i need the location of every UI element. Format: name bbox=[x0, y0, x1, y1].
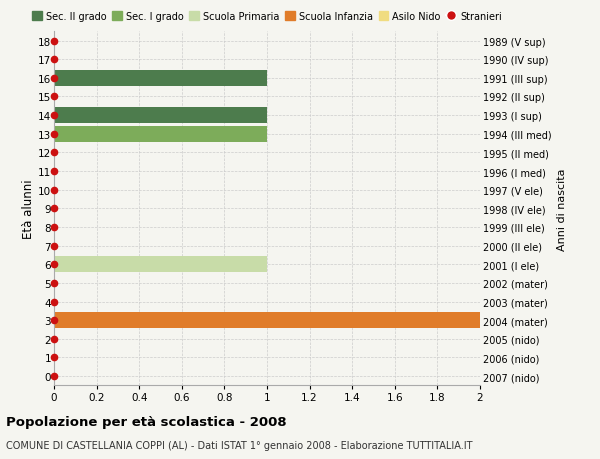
Bar bbox=[54, 313, 480, 328]
Y-axis label: Età alunni: Età alunni bbox=[22, 179, 35, 239]
Bar bbox=[54, 127, 267, 142]
Bar bbox=[54, 108, 267, 124]
Bar bbox=[54, 257, 267, 273]
Bar bbox=[54, 71, 267, 87]
Text: Popolazione per età scolastica - 2008: Popolazione per età scolastica - 2008 bbox=[6, 415, 287, 428]
Legend: Sec. II grado, Sec. I grado, Scuola Primaria, Scuola Infanzia, Asilo Nido, Stran: Sec. II grado, Sec. I grado, Scuola Prim… bbox=[30, 10, 504, 24]
Text: COMUNE DI CASTELLANIA COPPI (AL) - Dati ISTAT 1° gennaio 2008 - Elaborazione TUT: COMUNE DI CASTELLANIA COPPI (AL) - Dati … bbox=[6, 440, 473, 450]
Y-axis label: Anni di nascita: Anni di nascita bbox=[557, 168, 567, 250]
